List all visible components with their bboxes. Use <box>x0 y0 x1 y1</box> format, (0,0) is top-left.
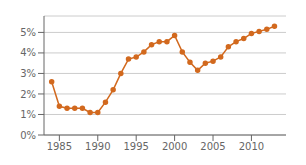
svg-text:0%: 0% <box>20 130 36 141</box>
svg-text:1990: 1990 <box>85 141 110 152</box>
svg-text:5%: 5% <box>20 27 36 38</box>
svg-text:1%: 1% <box>20 109 36 120</box>
svg-text:2010: 2010 <box>239 141 264 152</box>
svg-text:1995: 1995 <box>123 141 148 152</box>
svg-text:3%: 3% <box>20 68 36 79</box>
svg-text:2%: 2% <box>20 89 36 100</box>
svg-text:4%: 4% <box>20 47 36 58</box>
svg-text:2005: 2005 <box>200 141 225 152</box>
svg-text:2000: 2000 <box>162 141 187 152</box>
svg-text:1985: 1985 <box>47 141 72 152</box>
